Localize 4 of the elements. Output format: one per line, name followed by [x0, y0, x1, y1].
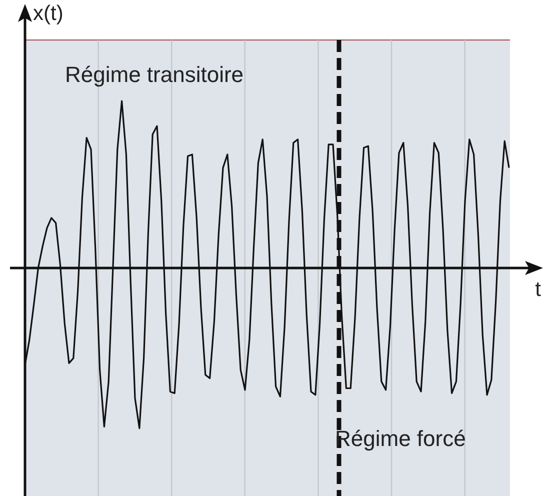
x-axis-title: t — [535, 278, 542, 301]
text: Régime transitoire — [65, 62, 244, 87]
annotation: Régime forcé — [335, 426, 466, 451]
y-axis-title: x(t) — [33, 2, 64, 25]
